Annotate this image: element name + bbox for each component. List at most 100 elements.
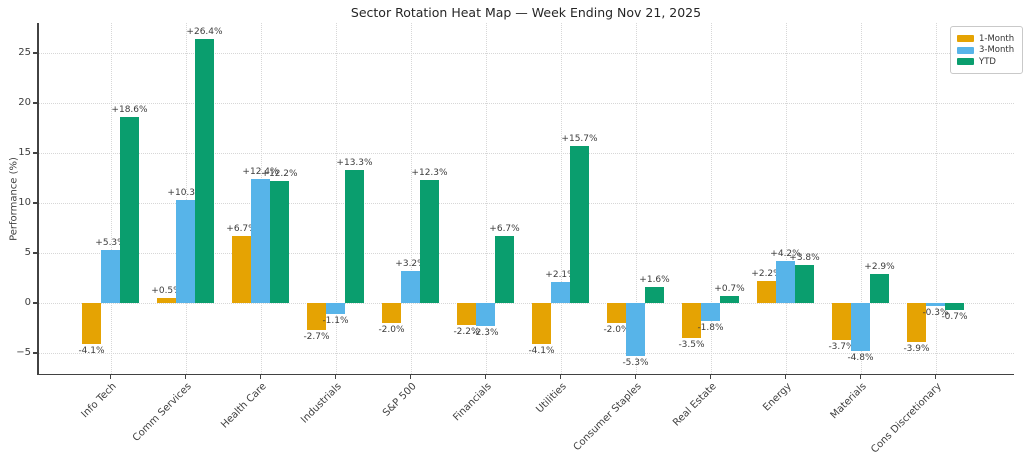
bar-value-label: -2.2% — [453, 327, 480, 337]
bar-3-month — [776, 261, 795, 303]
x-tick — [184, 375, 187, 379]
y-tick-label: −5 — [16, 347, 31, 358]
bar-ytd — [270, 181, 289, 303]
x-gridline — [110, 23, 112, 374]
bar-ytd — [195, 39, 214, 303]
bar-value-label: -2.0% — [378, 325, 405, 335]
bar-value-label: +10.3% — [167, 187, 204, 198]
y-tick — [33, 302, 37, 304]
bar-value-label: -3.9% — [903, 344, 930, 354]
bar-ytd — [570, 146, 589, 303]
x-tick — [409, 375, 412, 379]
bar-3-month — [176, 200, 195, 303]
bar-ytd — [120, 117, 139, 303]
bar-1-month — [682, 303, 701, 338]
x-tick-label: Comm Services — [130, 381, 194, 444]
legend-label: 3-Month — [979, 45, 1015, 55]
x-gridline — [935, 23, 937, 374]
legend-swatch-icon — [957, 35, 974, 42]
bar-value-label: +1.6% — [639, 274, 670, 285]
bar-3-month — [926, 303, 945, 306]
bar-value-label: +12.2% — [261, 168, 298, 179]
y-tick — [33, 152, 37, 154]
y-tick-label: 20 — [18, 97, 31, 108]
bar-value-label: +2.2% — [751, 268, 782, 279]
bar-value-label: +6.7% — [489, 223, 520, 234]
bar-value-label: +12.3% — [411, 167, 448, 178]
x-tick — [259, 375, 262, 379]
bar-ytd — [495, 236, 514, 303]
y-gridline — [38, 302, 1014, 304]
y-tick-label: 10 — [18, 197, 31, 208]
bar-1-month — [82, 303, 101, 344]
bar-value-label: -4.1% — [528, 346, 555, 356]
bar-3-month — [626, 303, 645, 356]
x-tick — [334, 375, 337, 379]
x-tick — [484, 375, 487, 379]
x-tick-label: Materials — [828, 381, 869, 422]
x-tick-label: Health Care — [218, 381, 269, 431]
bar-1-month — [907, 303, 926, 342]
x-tick — [559, 375, 562, 379]
bar-1-month — [532, 303, 551, 344]
bar-3-month — [476, 303, 495, 326]
bar-value-label: -1.1% — [322, 316, 349, 326]
bar-1-month — [457, 303, 476, 325]
y-tick — [33, 202, 37, 204]
bar-3-month — [551, 282, 570, 303]
x-tick — [934, 375, 937, 379]
legend-swatch-icon — [957, 46, 974, 54]
y-tick — [33, 52, 37, 54]
x-tick-label: Energy — [760, 381, 794, 414]
bar-value-label: -2.7% — [303, 332, 330, 342]
y-gridline — [38, 152, 1014, 154]
bar-3-month — [851, 303, 870, 351]
y-tick — [33, 102, 37, 104]
bar-value-label: -1.8% — [697, 323, 724, 333]
bar-value-label: +3.2% — [395, 258, 426, 269]
bar-1-month — [232, 236, 251, 303]
bar-3-month — [101, 250, 120, 303]
bar-3-month — [401, 271, 420, 303]
bar-ytd — [870, 274, 889, 303]
bar-1-month — [157, 298, 176, 303]
bar-value-label: +2.1% — [545, 269, 576, 280]
x-gridline — [710, 23, 712, 374]
bar-value-label: -3.5% — [678, 340, 705, 350]
x-gridline — [635, 23, 637, 374]
y-gridline — [38, 202, 1014, 204]
y-gridline — [38, 352, 1014, 354]
bar-3-month — [326, 303, 345, 314]
bar-ytd — [420, 180, 439, 303]
bar-3-month — [701, 303, 720, 321]
x-gridline — [335, 23, 337, 374]
x-gridline — [785, 23, 787, 374]
bar-value-label: -0.3% — [922, 308, 949, 318]
legend-item-3-month: 3-Month — [957, 45, 1014, 55]
y-tick-label: 0 — [24, 297, 31, 308]
x-tick-label: Consumer Staples — [571, 381, 644, 454]
bar-value-label: +18.6% — [111, 104, 148, 115]
bar-value-label: +3.8% — [789, 252, 820, 263]
bar-1-month — [307, 303, 326, 330]
bar-value-label: -2.0% — [603, 325, 630, 335]
bar-ytd — [720, 296, 739, 303]
y-tick-label: 15 — [18, 147, 31, 158]
x-axis-spine — [37, 373, 1014, 375]
bar-value-label: +12.4% — [242, 166, 279, 177]
legend: 1-Month 3-Month YTD — [950, 26, 1024, 74]
y-gridline — [38, 252, 1014, 254]
y-gridline — [38, 102, 1014, 104]
x-tick — [859, 375, 862, 379]
bar-value-label: +0.7% — [714, 283, 745, 294]
x-tick-label: Real Estate — [670, 381, 719, 429]
bar-1-month — [757, 281, 776, 303]
bar-value-label: -5.3% — [622, 358, 649, 368]
bar-ytd — [945, 303, 964, 310]
x-tick — [784, 375, 787, 379]
x-gridline — [485, 23, 487, 374]
bar-value-label: -4.1% — [78, 346, 105, 356]
legend-item-1-month: 1-Month — [957, 34, 1014, 44]
x-tick-label: Cons Discretionary — [868, 381, 944, 455]
